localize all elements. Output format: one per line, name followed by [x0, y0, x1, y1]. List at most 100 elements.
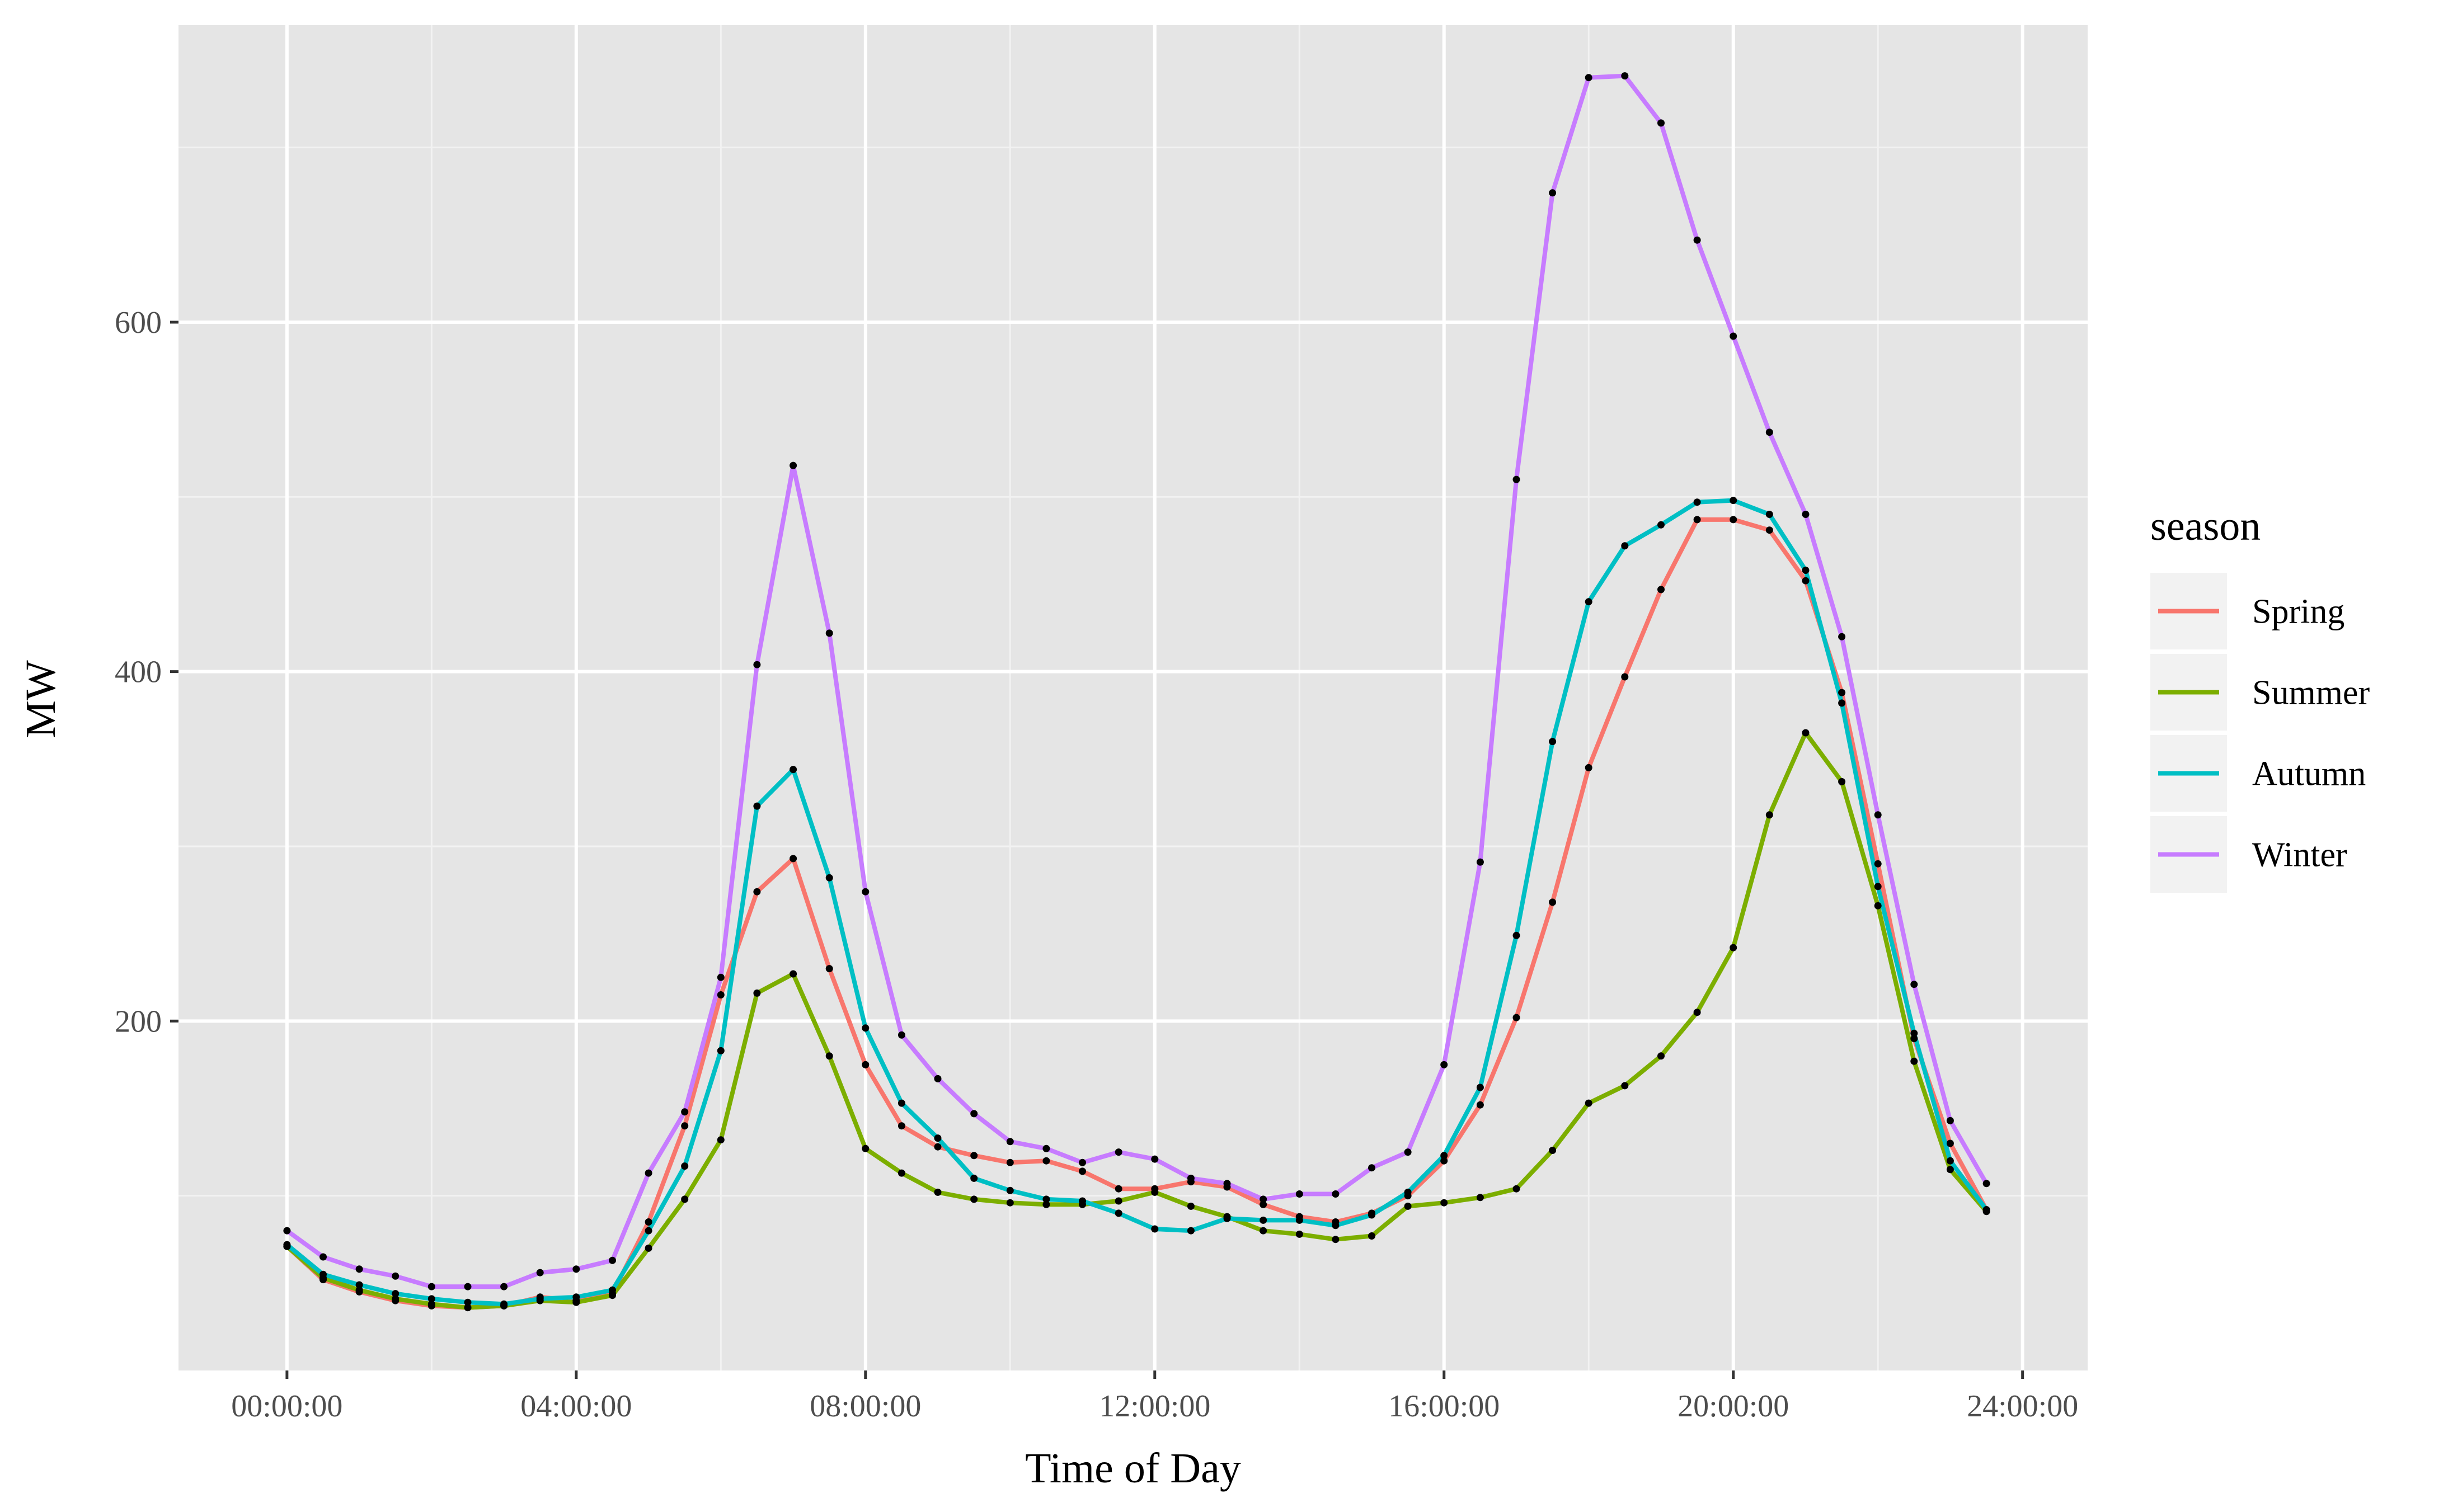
data-point-winter — [1151, 1155, 1159, 1163]
data-point-autumn — [645, 1227, 652, 1235]
data-point-summer — [427, 1300, 435, 1308]
data-point-summer — [825, 1052, 833, 1060]
data-point-summer — [609, 1292, 616, 1299]
data-point-summer — [1115, 1197, 1122, 1205]
data-point-winter — [1368, 1164, 1375, 1172]
data-point-autumn — [1802, 567, 1810, 574]
data-point-winter — [1765, 428, 1773, 436]
series-line-summer — [284, 731, 1989, 1310]
data-point-autumn — [1946, 1157, 1954, 1165]
data-point-summer — [645, 1244, 652, 1252]
data-point-summer — [1693, 1009, 1701, 1016]
data-point-autumn — [717, 1047, 725, 1054]
data-point-summer — [753, 989, 761, 997]
data-point-winter — [1223, 1180, 1231, 1188]
data-point-summer — [970, 1195, 978, 1203]
data-point-summer — [1476, 1194, 1484, 1202]
data-point-spring — [1765, 526, 1773, 534]
data-point-autumn — [536, 1295, 544, 1303]
series-line-autumn — [284, 498, 1989, 1307]
data-point-winter — [898, 1031, 905, 1039]
data-point-summer — [717, 1136, 725, 1144]
data-point-autumn — [790, 766, 797, 774]
data-point-autumn — [934, 1134, 942, 1142]
data-point-autumn — [1585, 598, 1592, 606]
data-point-spring — [1476, 1101, 1484, 1109]
data-point-winter — [283, 1227, 291, 1235]
data-point-summer — [1874, 902, 1882, 910]
data-point-autumn — [500, 1300, 508, 1308]
data-point-autumn — [1151, 1225, 1159, 1233]
data-point-spring — [1657, 586, 1665, 594]
data-point-autumn — [898, 1099, 905, 1107]
data-point-autumn — [609, 1286, 616, 1294]
data-point-spring — [970, 1152, 978, 1160]
data-point-winter — [1982, 1180, 1990, 1188]
data-point-winter — [645, 1169, 652, 1177]
data-point-autumn — [1910, 1029, 1918, 1037]
data-point-winter — [572, 1265, 580, 1273]
data-point-autumn — [825, 874, 833, 882]
data-point-summer — [1006, 1199, 1014, 1207]
data-point-spring — [1260, 1200, 1267, 1208]
x-tick-label: 08:00:00 — [810, 1389, 921, 1424]
data-point-spring — [1730, 516, 1737, 524]
data-point-summer — [1512, 1185, 1520, 1193]
data-point-spring — [898, 1122, 905, 1130]
y-axis-title: MW — [17, 660, 64, 738]
data-point-summer — [1260, 1227, 1267, 1235]
data-point-spring — [1585, 764, 1592, 771]
data-point-winter — [681, 1108, 689, 1116]
data-point-summer — [1730, 944, 1737, 952]
data-point-summer — [392, 1295, 400, 1303]
data-point-winter — [934, 1075, 942, 1082]
data-point-autumn — [1874, 883, 1882, 891]
data-point-winter — [1440, 1061, 1448, 1068]
data-point-summer — [1042, 1200, 1050, 1208]
data-point-summer — [1295, 1230, 1303, 1238]
data-point-summer — [934, 1188, 942, 1196]
data-point-winter — [427, 1283, 435, 1290]
data-point-winter — [355, 1265, 363, 1273]
data-point-winter — [970, 1110, 978, 1118]
data-point-winter — [1404, 1148, 1412, 1156]
data-point-autumn — [1982, 1206, 1990, 1214]
data-point-spring — [1549, 898, 1557, 906]
data-point-summer — [1151, 1188, 1159, 1196]
data-point-summer — [1621, 1082, 1629, 1090]
data-point-summer — [1549, 1147, 1557, 1154]
data-point-autumn — [355, 1281, 363, 1289]
data-point-autumn — [1368, 1211, 1375, 1219]
data-point-spring — [1693, 516, 1701, 524]
y-tick-label: 400 — [115, 655, 162, 690]
data-point-winter — [1874, 811, 1882, 819]
data-point-spring — [1621, 673, 1629, 681]
data-point-summer — [464, 1304, 472, 1312]
data-point-spring — [1838, 689, 1846, 696]
legend: season Spring Summer Autumn Winter — [2150, 503, 2370, 893]
series-lines — [284, 73, 1989, 1310]
y-tick-label: 200 — [115, 1004, 162, 1039]
data-point-winter — [1079, 1158, 1086, 1166]
legend-label-autumn: Autumn — [2252, 755, 2366, 793]
data-point-winter — [536, 1269, 544, 1277]
data-point-summer — [1838, 778, 1846, 785]
data-point-autumn — [753, 802, 761, 810]
data-point-winter — [1476, 858, 1484, 866]
data-point-spring — [1115, 1185, 1122, 1193]
x-tick-label: 12:00:00 — [1099, 1389, 1210, 1424]
data-point-spring — [1006, 1158, 1014, 1166]
data-point-autumn — [283, 1241, 291, 1249]
data-point-autumn — [319, 1270, 327, 1278]
data-point-winter — [319, 1253, 327, 1261]
data-point-winter — [1549, 189, 1557, 197]
data-point-spring — [790, 855, 797, 863]
data-point-spring — [1802, 577, 1810, 585]
data-point-winter — [862, 888, 870, 896]
series-points — [283, 72, 1990, 1312]
data-point-winter — [753, 661, 761, 668]
data-point-summer — [862, 1144, 870, 1152]
data-point-autumn — [1006, 1186, 1014, 1194]
data-point-spring — [681, 1122, 689, 1130]
data-point-autumn — [1115, 1209, 1122, 1217]
